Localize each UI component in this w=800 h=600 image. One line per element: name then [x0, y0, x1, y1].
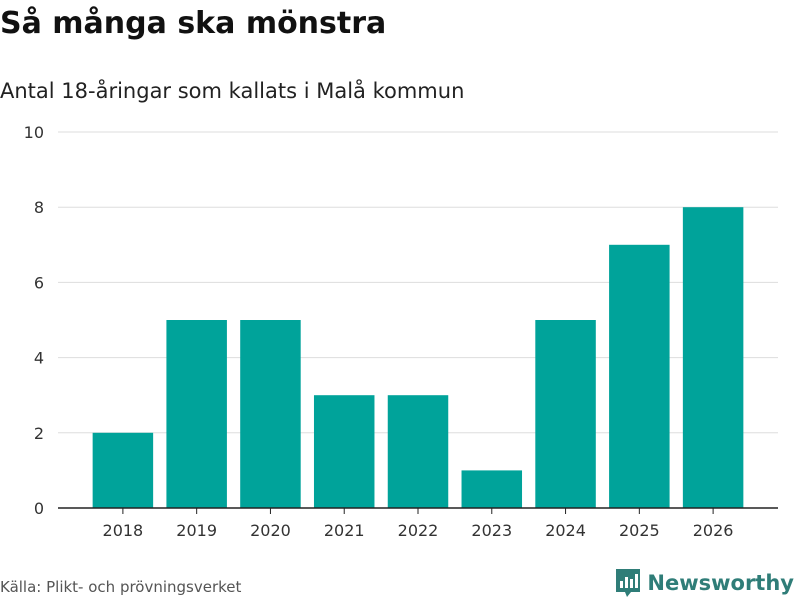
x-tick-label-2021: 2021 [324, 521, 365, 540]
brand-name: Newsworthy [647, 571, 794, 595]
bar-2026 [682, 207, 744, 508]
y-tick-label-4: 4 [34, 349, 44, 368]
bar-2021 [313, 395, 375, 508]
bar-2018 [92, 432, 154, 508]
x-tick-label-2019: 2019 [176, 521, 217, 540]
y-tick-label-10: 10 [24, 123, 44, 142]
brand-logo[interactable]: Newsworthy [615, 568, 794, 598]
y-tick-label-2: 2 [34, 424, 44, 443]
x-tick-label-2020: 2020 [250, 521, 291, 540]
bar-chart: 0 2 4 6 8 10 2018 2019 2020 2021 2022 2023 2024 2025… [24, 123, 778, 540]
x-tick-label-2022: 2022 [398, 521, 439, 540]
bar-2023 [461, 470, 523, 508]
x-tick-label-2023: 2023 [471, 521, 512, 540]
x-tick-label-2026: 2026 [693, 521, 734, 540]
chart-subtitle: Antal 18-åringar som kallats i Malå komm… [0, 79, 465, 103]
gridlines [58, 131, 778, 434]
bar-2019 [166, 320, 227, 508]
x-tick-label-2018: 2018 [103, 521, 144, 540]
x-axis-ticks: 2018 2019 2020 2021 2022 2023 2024 2025 2026 [103, 508, 734, 540]
y-tick-label-0: 0 [34, 499, 44, 518]
y-tick-label-8: 8 [34, 198, 44, 217]
bars [92, 207, 744, 509]
bar-2025 [609, 244, 670, 509]
source-note: Källa: Plikt- och prövningsverket [0, 578, 242, 596]
y-tick-label-6: 6 [34, 273, 44, 292]
y-axis-ticks: 0 2 4 6 8 10 [24, 123, 44, 518]
bar-2022 [387, 395, 449, 508]
bar-2020 [240, 320, 301, 508]
x-tick-label-2025: 2025 [619, 521, 660, 540]
x-tick-label-2024: 2024 [545, 521, 586, 540]
bar-2024 [535, 320, 596, 508]
chart-title: Så många ska mönstra [0, 6, 387, 41]
newsworthy-logo-icon [616, 569, 641, 597]
